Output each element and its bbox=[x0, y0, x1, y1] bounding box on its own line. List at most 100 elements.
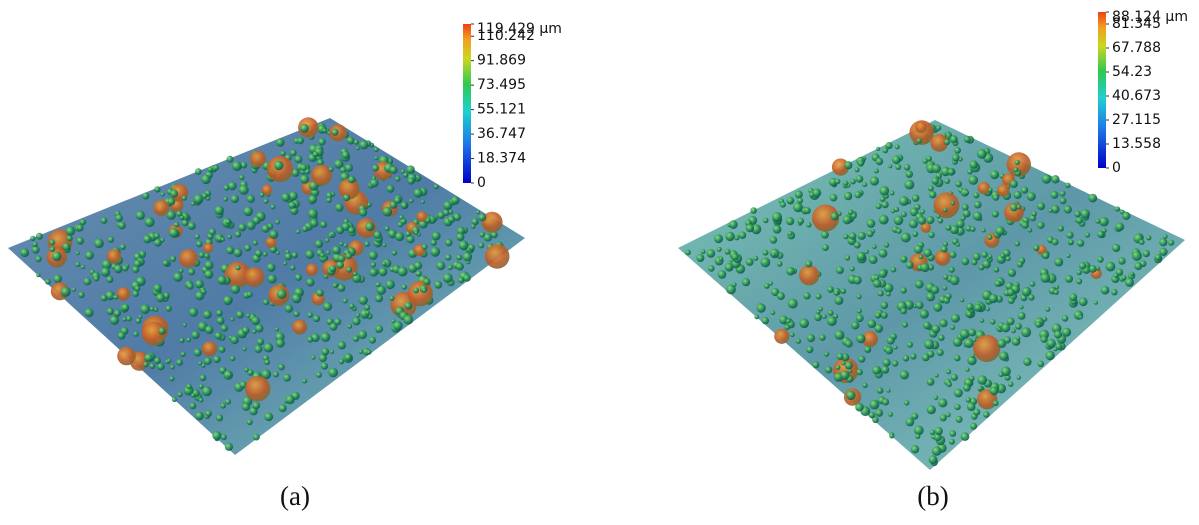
bump bbox=[844, 192, 853, 201]
bump bbox=[836, 266, 844, 275]
bump bbox=[750, 207, 757, 214]
bump bbox=[186, 337, 192, 343]
bump bbox=[784, 324, 791, 331]
bump bbox=[355, 146, 360, 151]
bump bbox=[933, 433, 942, 442]
bump bbox=[924, 339, 935, 350]
bump bbox=[349, 303, 355, 310]
bump bbox=[999, 351, 1009, 361]
bump bbox=[1078, 315, 1083, 320]
bump bbox=[403, 314, 414, 325]
bump bbox=[220, 237, 225, 242]
bump bbox=[230, 355, 236, 362]
bump bbox=[732, 282, 737, 287]
bump bbox=[902, 355, 910, 362]
peak bbox=[244, 267, 265, 288]
bump bbox=[1099, 216, 1109, 227]
peak bbox=[977, 181, 991, 195]
bump bbox=[202, 386, 212, 397]
bump bbox=[156, 293, 165, 303]
bump bbox=[261, 369, 272, 380]
bump bbox=[864, 249, 869, 255]
bump bbox=[169, 376, 175, 382]
bump bbox=[969, 375, 975, 382]
bump bbox=[974, 303, 982, 312]
bump bbox=[388, 229, 397, 239]
bump bbox=[855, 314, 864, 323]
bump bbox=[1048, 208, 1053, 213]
bump bbox=[235, 265, 241, 271]
bump bbox=[822, 244, 829, 252]
bump bbox=[220, 434, 227, 441]
bump bbox=[144, 353, 153, 362]
bump bbox=[889, 190, 895, 196]
bump bbox=[341, 150, 350, 159]
bump bbox=[886, 291, 891, 297]
bump bbox=[1051, 238, 1059, 246]
bump bbox=[1016, 204, 1022, 210]
bump bbox=[343, 243, 348, 248]
bump bbox=[1031, 211, 1037, 217]
bump bbox=[954, 147, 961, 154]
bump bbox=[869, 399, 880, 410]
bump bbox=[890, 266, 897, 273]
bump bbox=[170, 364, 175, 370]
bump bbox=[981, 228, 986, 233]
bump bbox=[685, 249, 691, 256]
bump bbox=[195, 279, 204, 289]
bump bbox=[399, 215, 404, 220]
bump bbox=[132, 265, 140, 274]
bump bbox=[762, 249, 769, 256]
bump bbox=[892, 155, 901, 165]
bump bbox=[926, 292, 936, 302]
bump bbox=[1021, 286, 1032, 297]
bump bbox=[853, 275, 862, 285]
bump bbox=[242, 346, 247, 352]
bump bbox=[724, 248, 731, 255]
bump bbox=[885, 346, 894, 355]
bump bbox=[940, 245, 948, 253]
peak bbox=[812, 204, 840, 232]
bump bbox=[937, 217, 944, 224]
bump bbox=[135, 210, 145, 220]
bump bbox=[1111, 289, 1118, 296]
bump bbox=[401, 202, 408, 209]
bump bbox=[311, 355, 316, 360]
bump bbox=[880, 301, 889, 310]
bump bbox=[373, 147, 379, 152]
bump bbox=[805, 260, 813, 268]
bump bbox=[967, 355, 977, 366]
bump bbox=[950, 373, 958, 381]
bump bbox=[786, 197, 795, 205]
bump bbox=[455, 262, 464, 271]
bump bbox=[908, 219, 919, 229]
bump bbox=[207, 166, 213, 173]
bump bbox=[458, 277, 465, 284]
bump bbox=[93, 275, 100, 282]
bump bbox=[190, 392, 196, 398]
bump bbox=[764, 283, 770, 289]
bump bbox=[787, 231, 793, 236]
bump bbox=[1006, 317, 1015, 326]
bump bbox=[252, 401, 261, 410]
bump bbox=[1016, 261, 1024, 268]
bump bbox=[447, 264, 453, 271]
bump bbox=[220, 324, 228, 332]
bump bbox=[191, 330, 200, 340]
bump bbox=[263, 299, 270, 306]
bump bbox=[208, 228, 216, 236]
bump bbox=[955, 415, 963, 423]
bump bbox=[841, 361, 846, 366]
bump bbox=[762, 217, 769, 224]
bump bbox=[83, 277, 92, 286]
bump bbox=[168, 227, 179, 238]
bump bbox=[288, 201, 296, 209]
bump bbox=[1054, 257, 1064, 267]
bump bbox=[988, 187, 993, 193]
bump bbox=[107, 236, 115, 243]
bump bbox=[1134, 262, 1143, 271]
bump bbox=[406, 235, 415, 244]
bump bbox=[1057, 225, 1064, 232]
bump bbox=[945, 224, 952, 231]
bump bbox=[844, 161, 853, 170]
